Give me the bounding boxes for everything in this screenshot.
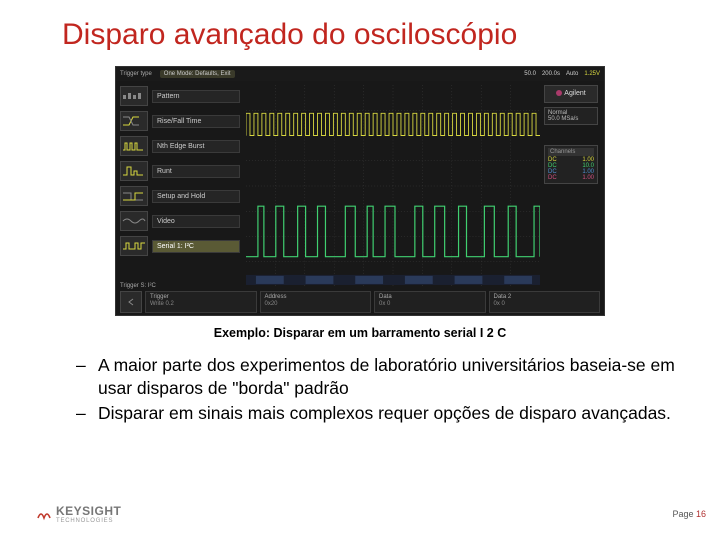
pattern-icon: [120, 86, 148, 106]
menu-label: Video: [152, 215, 240, 228]
setup-icon: [120, 186, 148, 206]
serial-icon: [120, 236, 148, 256]
bullet-list: –A maior parte dos experimentos de labor…: [76, 354, 680, 425]
menu-label: Rise/Fall Time: [152, 115, 240, 128]
scope-wrap: Trigger type One Mode: Defaults, Exit 50…: [0, 66, 720, 316]
menu-label: Pattern: [152, 90, 240, 103]
page-indicator: Page 16: [672, 509, 706, 519]
menu-item-risefall: Rise/Fall Time: [120, 110, 240, 132]
bottom-cell: TriggerWrite 0.2: [145, 291, 257, 313]
acquisition-mode-box: Normal 50.0 MSa/s: [544, 107, 598, 125]
scope-topbar: Trigger type One Mode: Defaults, Exit 50…: [116, 67, 604, 81]
oscilloscope-screenshot: Trigger type One Mode: Defaults, Exit 50…: [115, 66, 605, 316]
keysight-logo: KEYSIGHT TECHNOLOGIES: [36, 504, 121, 524]
trigger-source-label: Trigger S: I²C: [120, 283, 156, 289]
bullet-item: –A maior parte dos experimentos de labor…: [76, 354, 680, 400]
slide-title: Disparo avançado do osciloscópio: [0, 0, 720, 52]
scope-bottom-bar: TriggerWrite 0.2Address0x20Data0x 0Data …: [120, 291, 600, 313]
keysight-icon: [36, 506, 52, 522]
menu-label: Setup and Hold: [152, 190, 240, 203]
menu-item-burst: Nth Edge Burst: [120, 135, 240, 157]
bottom-cell: Data0x 0: [374, 291, 486, 313]
topbar-stat: 1.25V: [584, 71, 600, 77]
waveform-area: [246, 85, 540, 287]
trigger-type-menu: Pattern Rise/Fall Time Nth Edge Burst Runt S…: [120, 85, 240, 260]
menu-item-pattern: Pattern: [120, 85, 240, 107]
burst-icon: [120, 136, 148, 156]
channels-box: Channels DC1.00DC10.0DC1.00DC1.00: [544, 145, 598, 184]
topbar-mode: One Mode: Defaults, Exit: [160, 70, 235, 78]
menu-label: Runt: [152, 165, 240, 178]
menu-item-serial: Serial 1: I²C: [120, 235, 240, 257]
menu-item-video: Video: [120, 210, 240, 232]
risefall-icon: [120, 111, 148, 131]
video-icon: [120, 211, 148, 231]
menu-label: Serial 1: I²C: [152, 240, 240, 253]
topbar-auto: Auto: [566, 71, 578, 77]
menu-label: Nth Edge Burst: [152, 140, 240, 153]
bullet-item: –Disparar em sinais mais complexos reque…: [76, 402, 680, 425]
back-icon: [120, 291, 142, 313]
menu-item-setup: Setup and Hold: [120, 185, 240, 207]
footer: KEYSIGHT TECHNOLOGIES Page 16: [36, 504, 706, 524]
topbar-time: 200.0s: [542, 71, 560, 77]
topbar-scale: 50.0: [524, 71, 536, 77]
channel-row: DC1.00: [548, 175, 594, 181]
runt-icon: [120, 161, 148, 181]
menu-item-runt: Runt: [120, 160, 240, 182]
example-caption: Exemplo: Disparar em um barramento seria…: [0, 326, 720, 340]
bottom-cell: Data 20x 0: [489, 291, 601, 313]
topbar-trigger: Trigger type: [120, 71, 152, 77]
agilent-logo: Agilent: [544, 85, 598, 103]
bottom-cell: Address0x20: [260, 291, 372, 313]
channels-header: Channels: [548, 148, 594, 156]
